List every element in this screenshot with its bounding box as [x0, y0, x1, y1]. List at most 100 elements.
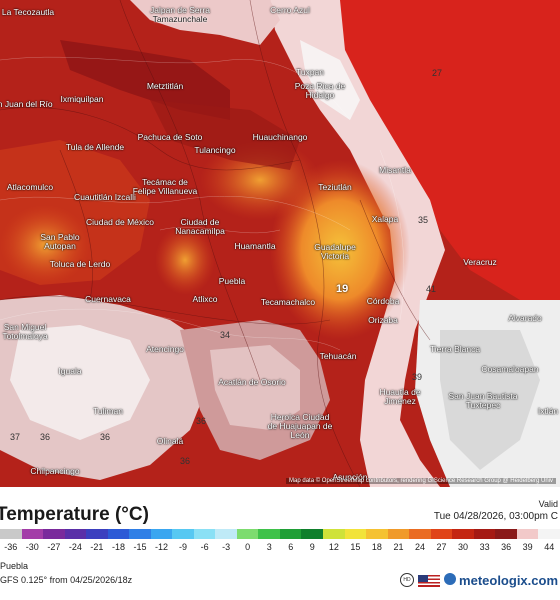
state-borders	[0, 0, 431, 487]
contour-label: 36	[100, 432, 111, 442]
gulf-sea-area	[330, 0, 560, 320]
contour-label: 36	[180, 456, 191, 466]
place-label: Metztitlán	[146, 81, 184, 91]
contour-label: 35	[418, 215, 429, 225]
place-label: Tuxpan	[295, 67, 325, 77]
color-scale-swatch	[193, 529, 216, 539]
color-scale-tick: 12	[328, 542, 339, 552]
place-label: Xalapa	[371, 214, 399, 224]
color-scale-tick: 9	[309, 542, 315, 552]
color-scale-swatch	[86, 529, 108, 539]
color-scale-tick: 0	[245, 542, 251, 552]
place-label: Orizaba	[368, 315, 398, 325]
place-label: Huautla de Jiménez	[379, 387, 421, 406]
valid-time: Tue 04/28/2026, 03:00pm C	[433, 511, 558, 522]
place-label: Tehuacán	[319, 351, 357, 361]
color-scale-tick: 27	[436, 542, 447, 552]
color-scale-tick: 3	[266, 542, 272, 552]
temperature-map: La Tecozautla Jalpan de Serra Tamazunchale…	[0, 0, 560, 487]
us-flag-icon[interactable]	[418, 575, 440, 587]
contour-label: 39	[412, 372, 423, 382]
color-scale-swatch	[430, 529, 453, 539]
place-label: Acatlán de Osorio	[218, 377, 286, 387]
place-label: San Juan Bautista Tuxtepec	[448, 391, 518, 410]
location-label: Puebla	[0, 561, 29, 571]
place-label: Cuernavaca	[85, 294, 131, 304]
place-label: Tula de Allende	[65, 142, 125, 152]
place-label: Atencingo	[146, 344, 184, 354]
place-label: Cerro Azul	[270, 5, 310, 15]
contour-label: 36	[196, 416, 207, 426]
place-label: Huauchinango	[252, 132, 308, 142]
place-label: Chilpancingo	[30, 466, 80, 476]
contour-label: 27	[432, 68, 443, 78]
place-label: Tierra Blanca	[429, 344, 481, 354]
color-scale-swatch	[516, 529, 539, 539]
color-scale-swatch	[538, 529, 560, 539]
legend-panel: Temperature (°C) Valid Tue 04/28/2026, 0…	[0, 487, 560, 600]
brand-name[interactable]: meteologix.com	[459, 573, 558, 588]
color-scale-tick: 6	[288, 542, 294, 552]
place-label: Tamazunchale	[152, 14, 208, 24]
place-label: Veracruz	[463, 257, 497, 267]
legend-title: Temperature (°C)	[0, 504, 149, 525]
place-label: Misantla	[379, 165, 411, 175]
color-scale-swatch	[172, 529, 194, 539]
place-label: Huamantla	[234, 241, 276, 251]
place-label: San Pablo Autopan	[40, 232, 80, 251]
place-label: Iguala	[58, 366, 82, 376]
contour-label: 37	[10, 432, 21, 442]
place-label: La Tecozautla	[1, 7, 55, 17]
color-scale-swatch	[107, 529, 130, 539]
place-label: Córdoba	[366, 296, 400, 306]
place-label: San Miguel Totolmaloya	[2, 322, 48, 341]
place-label: Heroica Ciudad de Huajuapan de León	[267, 412, 333, 440]
place-label: San Juan del Río	[0, 99, 53, 109]
color-scale-swatch	[129, 529, 151, 539]
color-scale-ticks: -36 -30 -27 -24 -21 -18 -15 -12 -9 -6 -3 0 3 6 9 12 15 18…	[0, 542, 560, 554]
color-scale-swatch	[409, 529, 431, 539]
color-scale-tick: -6	[200, 542, 209, 552]
color-scale-tick: 15	[350, 542, 361, 552]
place-label: Tecamachalco	[260, 297, 316, 307]
color-scale-swatch	[366, 529, 388, 539]
place-label: Jalpan de Serra	[149, 5, 211, 15]
place-label: Asunción	[332, 472, 368, 482]
color-scale-swatch	[344, 529, 367, 539]
color-scale-tick: -3	[222, 542, 231, 552]
color-scale-swatch	[452, 529, 474, 539]
place-label: Teziutlán	[318, 182, 352, 192]
coastal-pink-band	[270, 0, 445, 487]
place-label: Olinalá	[156, 436, 184, 446]
color-scale-tick: 44	[544, 542, 555, 552]
meteologix-logo-icon	[444, 573, 456, 585]
color-scale-swatch	[43, 529, 65, 539]
northern-pink-area	[130, 0, 280, 45]
place-label: Guadalupe Victoria	[314, 242, 356, 261]
place-label: Toluca de Lerdo	[49, 259, 111, 269]
valid-label: Valid	[538, 499, 558, 509]
place-label: Ciudad de Nanacamilpa	[175, 217, 225, 236]
color-scale-swatch	[301, 529, 323, 539]
place-label: Atlixco	[192, 294, 218, 304]
color-scale-tick: 30	[458, 542, 469, 552]
color-scale-swatch	[387, 529, 410, 539]
place-label: Pachuca de Soto	[137, 132, 203, 142]
hd-icon[interactable]: HD	[400, 573, 414, 587]
color-scale-tick: 36	[501, 542, 512, 552]
color-scale-swatch	[258, 529, 280, 539]
color-scale-tick: 24	[414, 542, 426, 552]
color-scale-swatch	[21, 529, 44, 539]
map-attribution: Map data © OpenStreetMap contributors, r…	[286, 478, 556, 484]
color-scale-swatch	[279, 529, 302, 539]
place-label: Cosamaloapan	[481, 364, 539, 374]
model-run-label: GFS 0.125° from 04/25/2026/18z	[0, 575, 133, 585]
color-scale-swatch	[236, 529, 259, 539]
color-scale-tick: -27	[47, 542, 61, 552]
place-label: Ixmiquilpan	[60, 94, 104, 104]
color-scale-tick: -18	[111, 542, 125, 552]
color-scale-tick: -24	[68, 542, 82, 552]
place-label: Tulancingo	[194, 145, 236, 155]
color-scale-tick: -15	[133, 542, 147, 552]
place-label: Ciudad de México	[85, 217, 155, 227]
